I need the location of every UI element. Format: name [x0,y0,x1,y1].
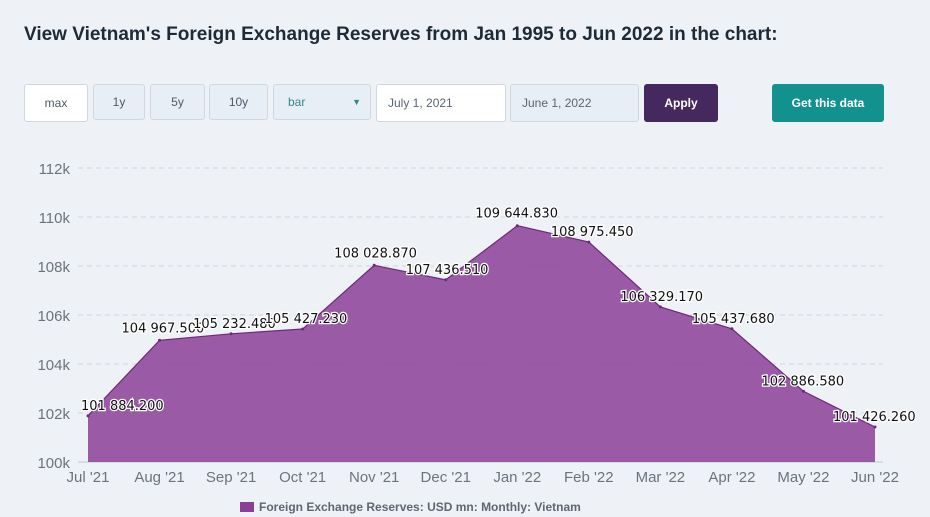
caret-down-icon: ▼ [352,97,361,107]
y-tick-label: 110k [39,210,71,227]
y-tick-label: 112k [39,161,71,178]
y-tick-label: 104k [37,357,70,374]
x-tick-label: Aug '21 [134,469,184,486]
data-label: 106 329.170 [620,290,703,305]
data-label: 105 427.230 [265,312,348,327]
legend-label: Foreign Exchange Reserves: USD mn: Month… [259,500,581,514]
x-tick-label: Sep '21 [206,469,256,486]
data-label: 107 436.510 [406,263,489,278]
data-point [301,327,305,331]
x-tick-label: Jul '21 [67,469,110,486]
chart-type-select[interactable]: bar ▼ [273,84,371,120]
data-point [587,240,591,244]
x-tick-label: Jun '22 [851,469,899,486]
data-point [229,332,233,336]
data-point [873,425,877,429]
data-label: 102 886.580 [761,374,844,389]
x-tick-label: Apr '22 [708,469,755,486]
series-line [87,225,876,428]
data-label: 109 644.830 [475,207,558,222]
range-10y-button[interactable]: 10y [209,84,268,120]
x-tick-label: Nov '21 [349,469,399,486]
range-5y-button[interactable]: 5y [150,84,205,120]
y-tick-label: 106k [37,308,70,325]
area-chart: 100k 102k 104k 106k 108k 110k 112k 101 884.200 1… [37,161,917,486]
series-area [88,225,875,462]
data-label: 104 967.500 [122,321,205,336]
get-data-button[interactable]: Get this data [772,84,884,122]
data-point [86,414,90,418]
range-max-button[interactable]: max [24,84,88,122]
data-label: 108 975.450 [551,225,634,240]
y-tick-label: 100k [37,455,70,472]
end-date-input[interactable]: June 1, 2022 [510,84,639,122]
data-point [730,327,734,331]
y-tick-label: 108k [37,259,70,276]
start-date-input[interactable]: July 1, 2021 [376,84,506,122]
data-point [515,224,519,228]
data-point [444,278,448,282]
y-tick-label: 102k [37,406,70,423]
range-1y-button[interactable]: 1y [93,84,145,120]
page-title: View Vietnam's Foreign Exchange Reserves… [24,24,778,45]
data-point [801,389,805,393]
chart-legend[interactable]: Foreign Exchange Reserves: USD mn: Month… [240,500,581,514]
data-label: 101 426.260 [833,410,916,425]
legend-swatch [240,502,254,512]
data-label: 105 232.480 [193,317,276,332]
data-label: 101 884.200 [81,399,164,414]
data-point [372,263,376,267]
x-tick-label: Dec '21 [421,469,471,486]
data-label: 105 437.680 [692,312,775,327]
apply-button[interactable]: Apply [644,84,718,122]
x-tick-label: Oct '21 [279,469,326,486]
data-point [658,305,662,309]
x-tick-label: Feb '22 [564,469,614,486]
data-label: 108 028.870 [334,246,417,261]
x-tick-label: Jan '22 [493,469,541,486]
chart-type-value: bar [288,95,306,109]
x-tick-label: May '22 [777,469,829,486]
x-tick-label: Mar '22 [636,469,686,486]
data-point [158,338,162,342]
